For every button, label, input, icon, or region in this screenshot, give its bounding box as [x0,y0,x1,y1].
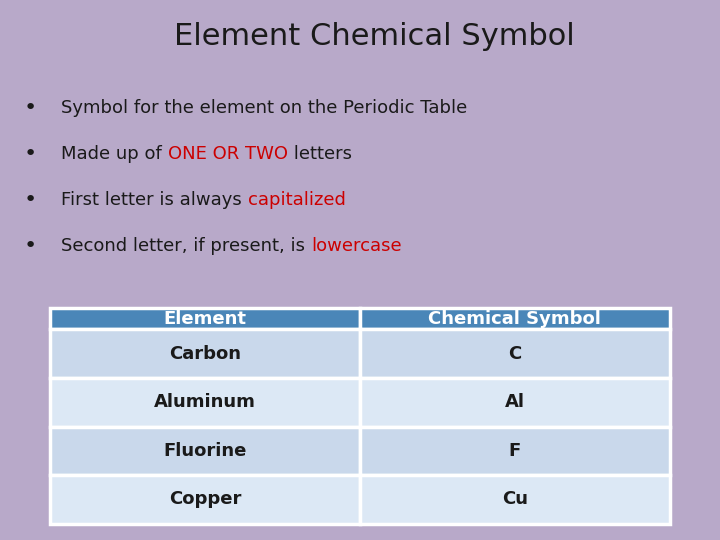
Text: capitalized: capitalized [248,191,346,209]
Text: Carbon: Carbon [169,345,241,363]
Text: Fluorine: Fluorine [163,442,247,460]
Text: •: • [24,144,37,164]
Text: Second letter, if present, is: Second letter, if present, is [61,237,311,255]
Bar [360,329,670,378]
Bar [360,308,670,329]
Text: C: C [508,345,521,363]
Bar [50,378,360,427]
Text: Cu: Cu [502,490,528,509]
Bar [360,378,670,427]
Text: Al: Al [505,393,525,411]
Text: •: • [24,235,37,256]
Text: Chemical Symbol: Chemical Symbol [428,309,601,328]
Text: ONE OR TWO: ONE OR TWO [168,145,288,163]
Bar [50,308,360,329]
Text: Element: Element [163,309,247,328]
Bar [360,427,670,475]
Text: Aluminum: Aluminum [154,393,256,411]
Text: •: • [24,98,37,118]
Bar [50,329,360,378]
Bar [50,427,360,475]
Text: letters: letters [288,145,351,163]
Bar [360,475,670,524]
Text: Copper: Copper [169,490,241,509]
Text: First letter is always: First letter is always [61,191,248,209]
Text: Symbol for the element on the Periodic Table: Symbol for the element on the Periodic T… [61,99,467,117]
Text: Made up of: Made up of [61,145,168,163]
Text: •: • [24,190,37,210]
Text: Element Chemical Symbol: Element Chemical Symbol [174,22,575,51]
Bar [50,475,360,524]
Text: lowercase: lowercase [311,237,402,255]
Text: F: F [508,442,521,460]
